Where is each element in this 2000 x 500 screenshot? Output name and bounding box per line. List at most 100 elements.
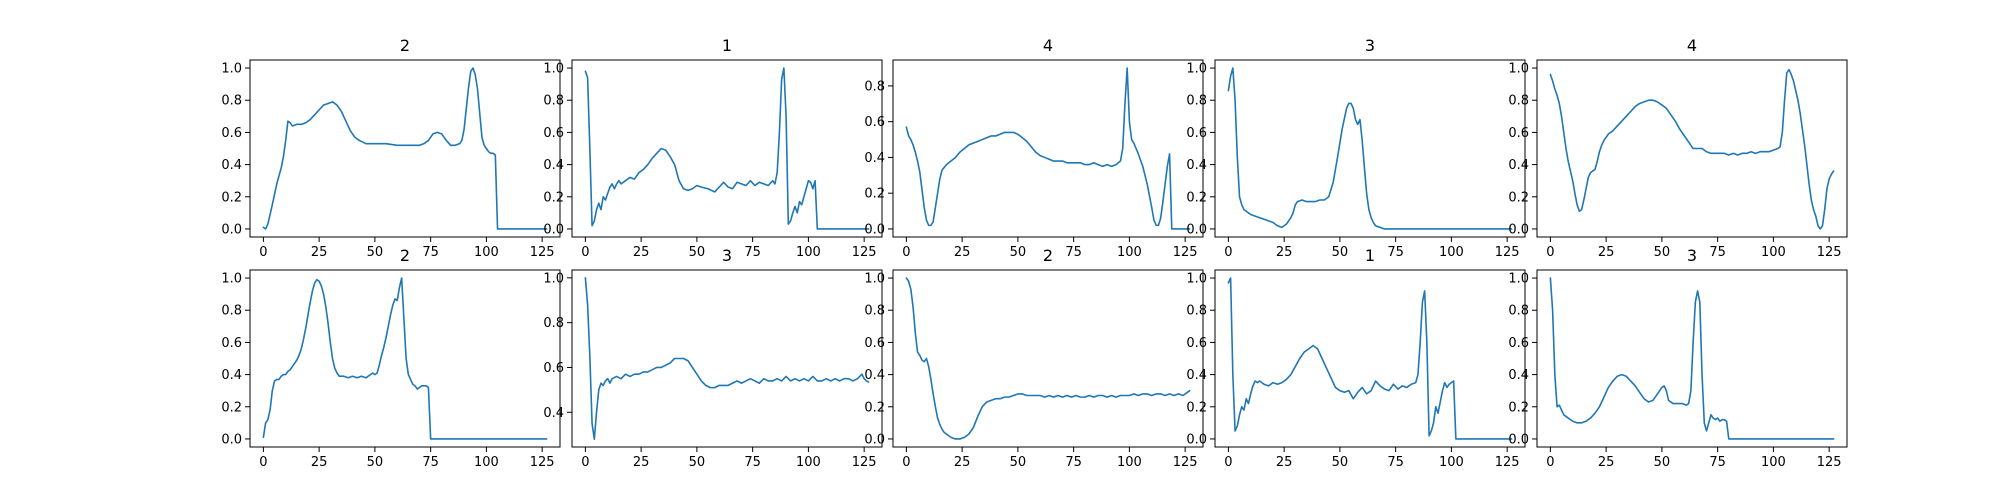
- x-tick-label: 25: [1598, 455, 1615, 470]
- subplot-5: 4 0 25 50 75 100 125 0.0 0.2 0.4 0.6 0.8 1.0: [1508, 36, 1848, 260]
- x-tick-label: 100: [796, 245, 821, 260]
- x-tick-label: 75: [1065, 245, 1082, 260]
- y-tick-label: 0.6: [543, 126, 564, 141]
- x-tick-label: 100: [796, 455, 821, 470]
- y-tick-label: 1.0: [1508, 62, 1529, 77]
- y-tick-label: 0.8: [221, 304, 242, 319]
- x-tick-label: 75: [422, 455, 439, 470]
- y-tick-label: 0.0: [1186, 222, 1207, 237]
- axes-frame: [1214, 59, 1526, 238]
- subplot-title: 3: [722, 246, 732, 265]
- axes-frame: [249, 269, 561, 448]
- x-tick-label: 25: [633, 245, 650, 260]
- x-tick-label: 25: [311, 245, 328, 260]
- y-tick-label: 1.0: [864, 272, 885, 287]
- y-tick-label: 0.4: [543, 158, 564, 173]
- x-tick-label: 50: [1332, 455, 1349, 470]
- series-line: [262, 277, 548, 440]
- y-tick-label: 0.2: [543, 190, 564, 205]
- y-tick-label: 0.8: [543, 94, 564, 109]
- y-tick-label: 0.0: [1508, 432, 1529, 447]
- x-tick-label: 100: [1439, 455, 1464, 470]
- y-tick-label: 0.2: [1186, 400, 1207, 415]
- y-tick-label: 0.4: [543, 406, 564, 421]
- y-tick-label: 1.0: [543, 271, 564, 286]
- x-tick-label: 0: [1224, 455, 1232, 470]
- subplot-title: 1: [722, 36, 732, 55]
- subplot-title: 4: [1687, 36, 1697, 55]
- series-line: [905, 67, 1191, 230]
- x-tick-label: 50: [367, 455, 384, 470]
- y-tick-label: 0.2: [1186, 190, 1207, 205]
- x-tick-label: 50: [1010, 245, 1027, 260]
- x-tick-label: 50: [1654, 245, 1671, 260]
- axes-frame: [571, 269, 883, 448]
- y-tick-label: 0.6: [864, 115, 885, 130]
- subplot-6: 2 0 25 50 75 100 125 0.0 0.2 0.4 0.6 0.8 1.0: [221, 246, 561, 470]
- subplot-title: 3: [1687, 246, 1697, 265]
- y-tick-label: 0.2: [864, 187, 885, 202]
- axes-frame: [1536, 269, 1848, 448]
- x-tick-label: 25: [954, 245, 971, 260]
- y-tick-label: 0.0: [221, 432, 242, 447]
- y-tick-label: 1.0: [1186, 62, 1207, 77]
- subplot-title: 2: [400, 36, 410, 55]
- x-tick-label: 75: [1065, 455, 1082, 470]
- subplot-1: 2 0 25 50 75 100 125 0.0 0.2 0.4 0.6 0.8 1.0: [221, 36, 561, 260]
- x-tick-label: 0: [581, 455, 589, 470]
- x-tick-label: 75: [1709, 245, 1726, 260]
- series-line: [1549, 68, 1835, 230]
- y-tick-label: 0.0: [864, 222, 885, 237]
- x-tick-label: 125: [1173, 455, 1198, 470]
- y-tick-label: 0.0: [543, 222, 564, 237]
- y-tick-label: 0.6: [864, 336, 885, 351]
- subplot-4: 3 0 25 50 75 100 125 0.0 0.2 0.4 0.6 0.8 1.0: [1186, 36, 1526, 260]
- y-tick-label: 0.4: [221, 368, 242, 383]
- x-tick-label: 50: [689, 455, 706, 470]
- axes-frame: [1214, 269, 1526, 448]
- x-tick-label: 125: [1495, 455, 1520, 470]
- x-tick-label: 75: [744, 455, 761, 470]
- y-tick-label: 0.8: [1186, 304, 1207, 319]
- y-tick-label: 0.4: [1186, 158, 1207, 173]
- x-tick-label: 25: [954, 455, 971, 470]
- x-tick-label: 0: [259, 455, 267, 470]
- subplot-title: 2: [1043, 246, 1053, 265]
- x-tick-label: 125: [852, 245, 877, 260]
- x-tick-label: 75: [1709, 455, 1726, 470]
- y-tick-label: 0.8: [543, 316, 564, 331]
- x-tick-label: 0: [902, 455, 910, 470]
- x-tick-label: 50: [367, 245, 384, 260]
- x-tick-label: 25: [1276, 455, 1293, 470]
- x-tick-label: 50: [1332, 245, 1349, 260]
- y-tick-label: 0.6: [221, 336, 242, 351]
- y-tick-label: 0.8: [1186, 94, 1207, 109]
- y-tick-label: 0.6: [1186, 126, 1207, 141]
- y-tick-label: 0.2: [221, 400, 242, 415]
- x-tick-label: 50: [689, 245, 706, 260]
- y-tick-label: 0.0: [1186, 432, 1207, 447]
- axes-frame: [892, 59, 1204, 238]
- x-tick-label: 125: [1495, 245, 1520, 260]
- y-tick-label: 0.8: [221, 94, 242, 109]
- x-tick-label: 75: [422, 245, 439, 260]
- y-tick-label: 0.6: [543, 361, 564, 376]
- y-tick-label: 0.0: [221, 222, 242, 237]
- subplot-2: 1 0 25 50 75 100 125 0.0 0.2 0.4 0.6 0.8 1.0: [543, 36, 883, 260]
- x-tick-label: 100: [1117, 245, 1142, 260]
- series-line: [1549, 277, 1835, 440]
- x-tick-label: 50: [1654, 455, 1671, 470]
- subplot-8: 2 0 25 50 75 100 125 0.0 0.2 0.4 0.6 0.8 1.0: [864, 246, 1204, 470]
- y-tick-label: 1.0: [221, 272, 242, 287]
- axes-frame: [892, 269, 1204, 448]
- y-tick-label: 1.0: [543, 62, 564, 77]
- x-tick-label: 0: [1546, 245, 1554, 260]
- x-tick-label: 75: [1387, 245, 1404, 260]
- subplot-10: 3 0 25 50 75 100 125 0.0 0.2 0.4 0.6 0.8 1.0: [1508, 246, 1848, 470]
- x-tick-label: 75: [744, 245, 761, 260]
- subplot-3: 4 0 25 50 75 100 125 0.0 0.2 0.4 0.6 0.8: [864, 36, 1204, 260]
- axes-frame: [1536, 59, 1848, 238]
- subplot-title: 4: [1043, 36, 1053, 55]
- series-line: [584, 277, 870, 440]
